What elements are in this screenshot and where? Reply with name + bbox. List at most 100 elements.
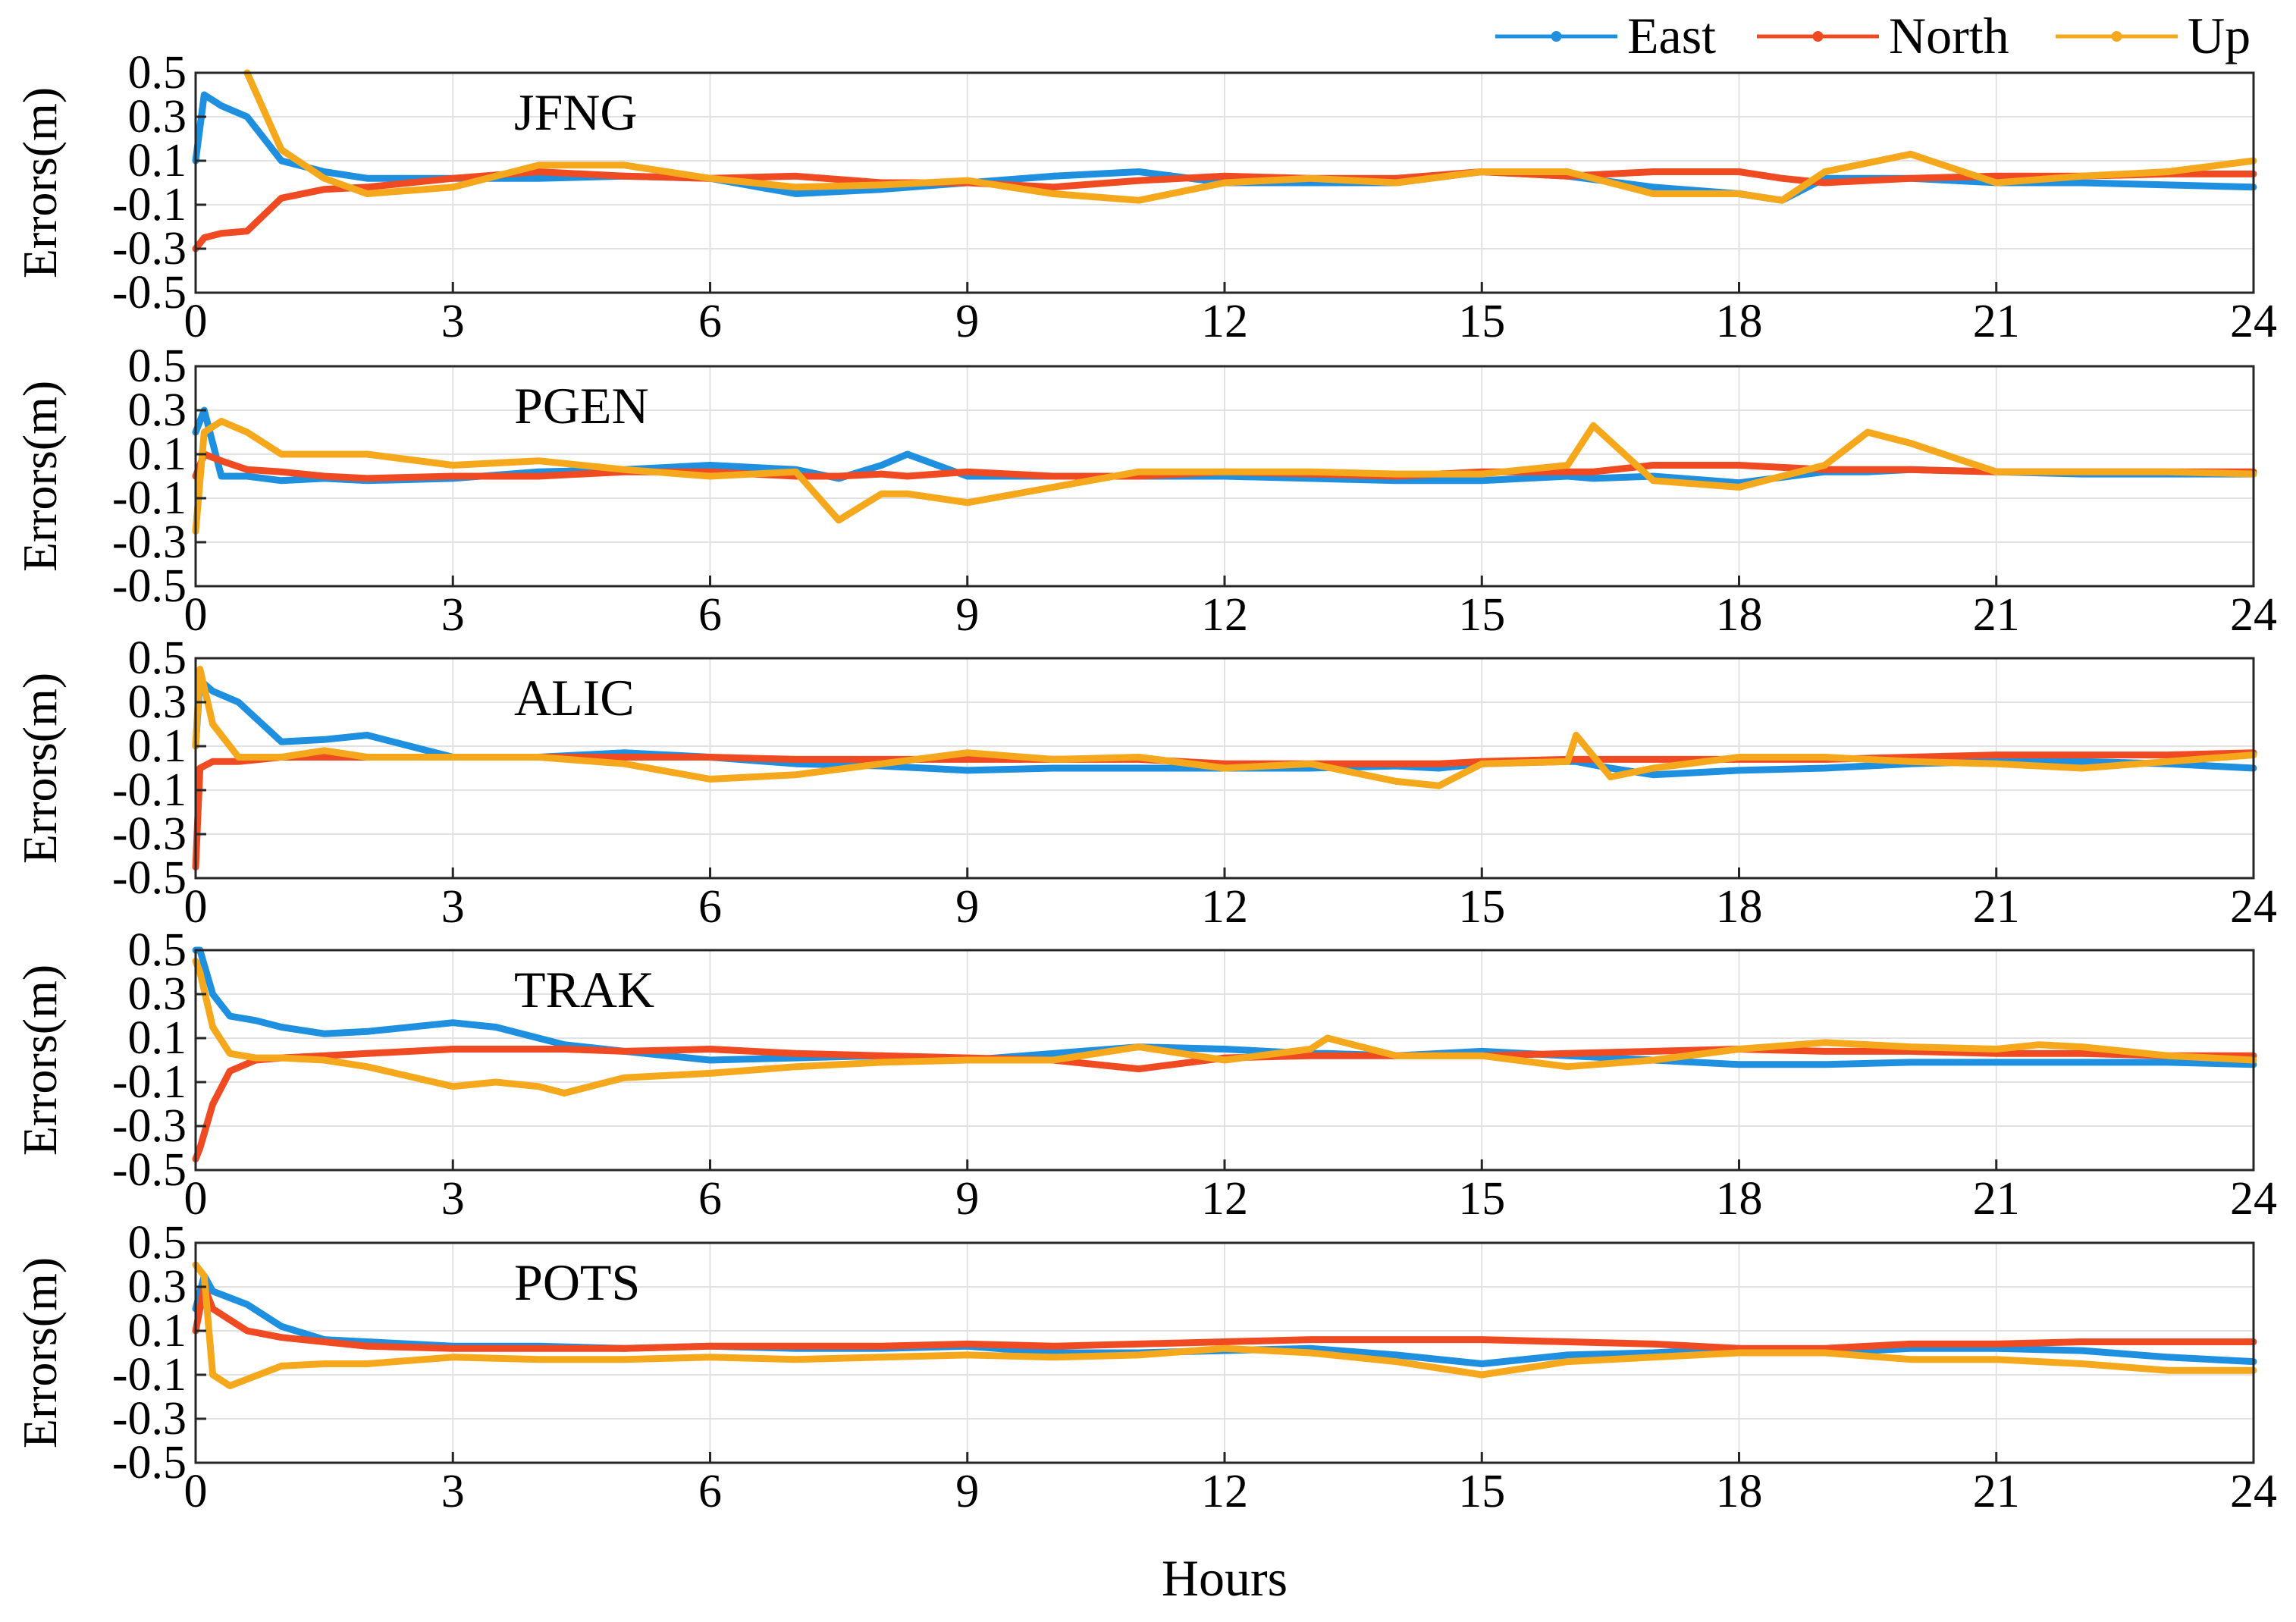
y-tick-label: 0.5 [128,47,187,99]
y-tick-label: 0.1 [128,720,187,772]
y-tick-label: 0.3 [128,676,187,728]
y-axis-label: Errors(m) [13,1257,67,1448]
x-tick-label: 24 [2230,1173,2277,1225]
x-tick-label: 15 [1458,296,1505,347]
x-tick-label: 12 [1201,1466,1248,1517]
y-tick-label: -0.3 [112,808,187,860]
y-tick-label: -0.3 [112,516,187,568]
x-tick-label: 24 [2230,296,2277,347]
y-tick-label: 0.3 [128,968,187,1020]
y-tick-label: 0.3 [128,1261,187,1313]
x-tick-label: 9 [955,589,979,641]
x-tick-label: 12 [1201,296,1248,347]
x-tick-label: 21 [1973,296,2020,347]
series-line-north [192,168,2257,253]
x-tick-label: 24 [2230,881,2277,933]
x-tick-label: 15 [1458,589,1505,641]
x-tick-label: 0 [184,881,208,933]
y-tick-label: -0.3 [112,223,187,275]
y-tick-label: -0.5 [112,560,187,612]
x-tick-label: 6 [698,881,722,933]
x-tick-label: 0 [184,1466,208,1517]
x-tick-label: 0 [184,589,208,641]
station-label: JFNG [514,83,638,141]
series-line-east [192,676,2257,779]
x-tick-label: 0 [184,1173,208,1225]
x-tick-label: 9 [955,296,979,347]
y-axis-label: Errors(m) [13,673,67,864]
x-tick-label: 24 [2230,1466,2277,1517]
y-tick-label: 0.5 [128,924,187,976]
x-tick-label: 18 [1716,1466,1763,1517]
x-tick-label: 9 [955,1466,979,1517]
x-axis-label: Hours [1162,1549,1288,1607]
legend-label-east: East [1627,7,1716,64]
legend-marker-up [2111,31,2122,42]
series-line-up [192,418,2257,535]
series-line-up [192,666,2257,789]
y-tick-label: 0.1 [128,1012,187,1064]
y-tick-label: -0.5 [112,852,187,904]
x-tick-label: 3 [441,1173,465,1225]
station-label: POTS [514,1253,640,1311]
y-tick-label: -0.3 [112,1100,187,1152]
x-tick-label: 6 [698,589,722,641]
x-tick-label: 18 [1716,881,1763,933]
y-tick-label: -0.1 [112,472,187,524]
series-line-up [192,1261,2257,1389]
legend-label-up: Up [2188,7,2251,64]
x-tick-label: 3 [441,296,465,347]
x-tick-label: 21 [1973,1466,2020,1517]
legend-marker-east [1551,31,1562,42]
y-tick-label: -0.5 [112,267,187,318]
x-tick-label: 12 [1201,1173,1248,1225]
x-tick-label: 6 [698,1466,722,1517]
y-tick-label: -0.5 [112,1144,187,1196]
x-tick-label: 15 [1458,1173,1505,1225]
x-tick-label: 3 [441,589,465,641]
legend-label-north: North [1889,7,2009,64]
x-tick-label: 3 [441,881,465,933]
y-tick-label: 0.5 [128,340,187,392]
y-tick-label: -0.1 [112,1349,187,1401]
x-tick-label: 15 [1458,881,1505,933]
x-tick-label: 18 [1716,1173,1763,1225]
x-tick-label: 18 [1716,296,1763,347]
y-tick-label: 0.1 [128,135,187,187]
legend-marker-north [1812,31,1824,42]
x-tick-label: 9 [955,1173,979,1225]
y-tick-label: -0.3 [112,1393,187,1445]
station-label: PGEN [514,377,649,435]
x-tick-label: 21 [1973,881,2020,933]
series-line-north [192,1283,2257,1352]
y-tick-label: -0.1 [112,1056,187,1108]
x-tick-label: 0 [184,296,208,347]
y-tick-label: 0.3 [128,384,187,436]
x-tick-label: 9 [955,881,979,933]
x-tick-label: 3 [441,1466,465,1517]
series-line-up [192,958,2257,1096]
y-tick-label: 0.1 [128,428,187,480]
y-axis-label: Errors(m) [13,965,67,1156]
x-tick-label: 6 [698,296,722,347]
y-tick-label: -0.1 [112,764,187,816]
x-tick-label: 12 [1201,881,1248,933]
x-tick-label: 12 [1201,589,1248,641]
y-tick-label: 0.3 [128,91,187,143]
y-tick-label: 0.1 [128,1305,187,1357]
x-tick-label: 6 [698,1173,722,1225]
station-label: TRAK [514,961,654,1018]
y-tick-label: -0.1 [112,179,187,231]
y-axis-label: Errors(m) [13,87,67,278]
x-tick-label: 24 [2230,589,2277,641]
x-tick-label: 21 [1973,589,2020,641]
station-label: ALIC [514,669,635,726]
y-tick-label: 0.5 [128,632,187,684]
series-line-up [243,69,2257,204]
series-line-north [192,450,2257,482]
y-tick-label: -0.5 [112,1437,187,1489]
x-tick-label: 18 [1716,589,1763,641]
y-axis-label: Errors(m) [13,381,67,572]
